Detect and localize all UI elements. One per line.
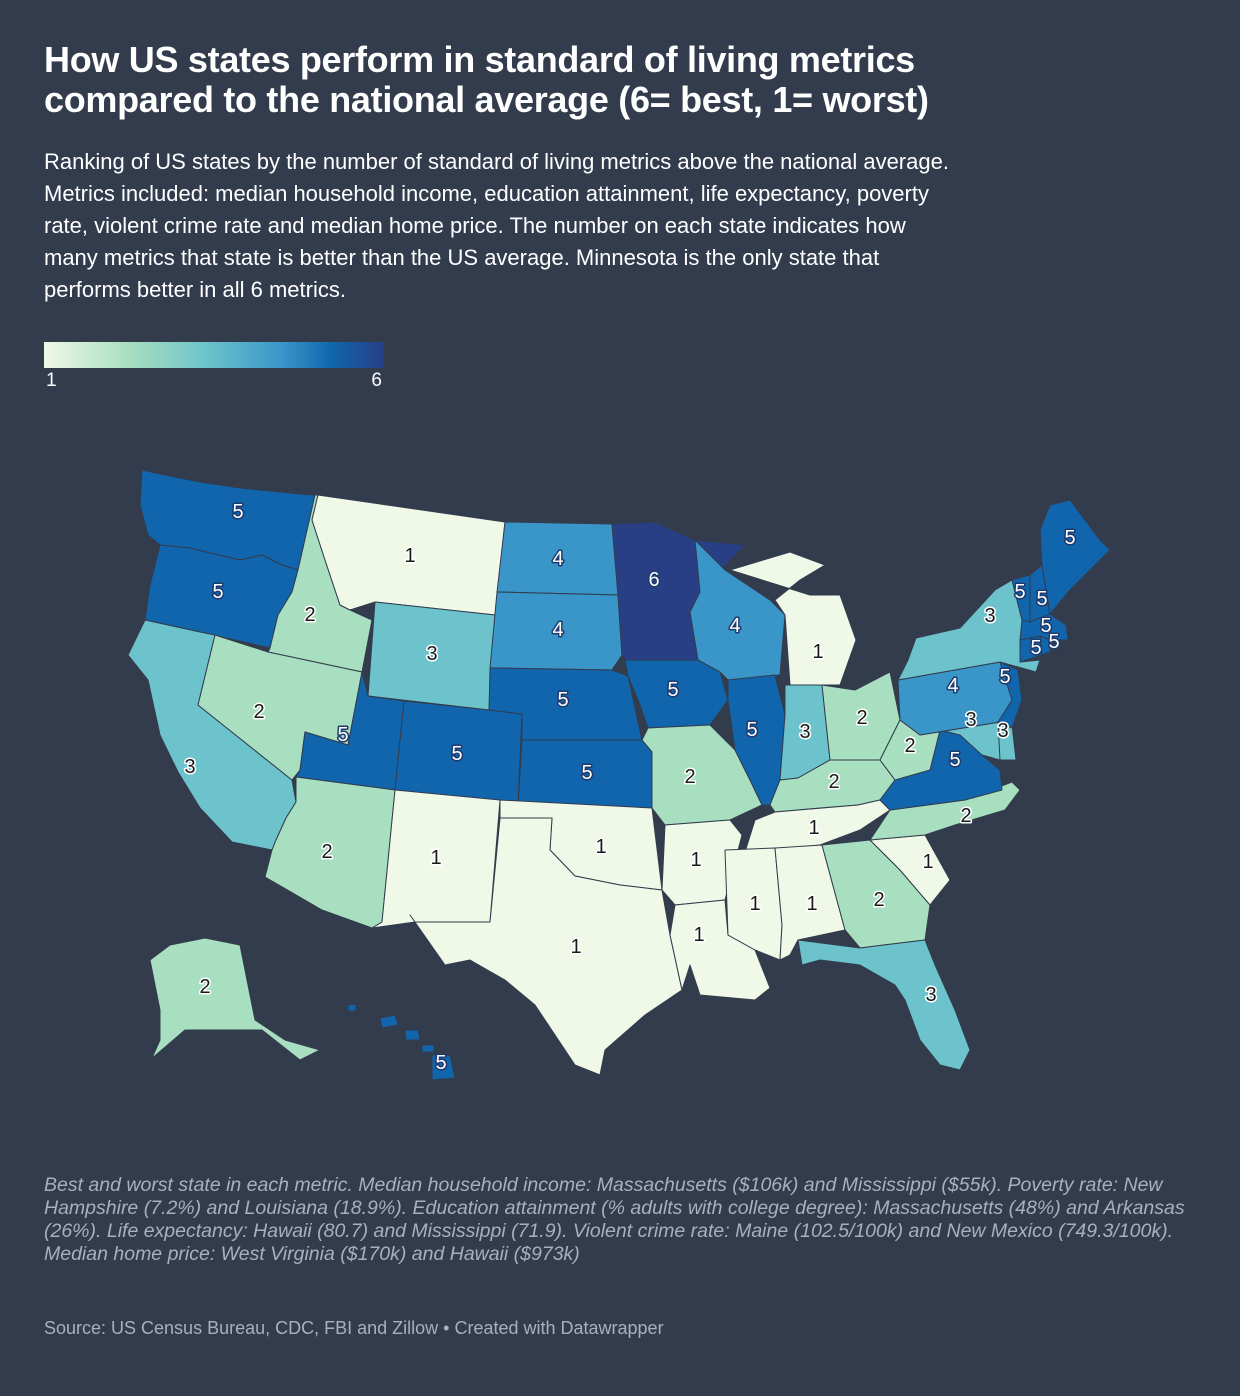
state-value-label-ak: 2 (199, 976, 210, 998)
state-value-label-ar: 1 (690, 849, 701, 871)
state-value-label-sc: 1 (922, 851, 933, 873)
state-value-label-nd: 4 (552, 548, 563, 570)
state-value-label-wv: 2 (904, 735, 915, 757)
state-value-label-sd: 4 (552, 619, 563, 641)
state-value-label-vt: 5 (1014, 581, 1025, 603)
state-hi[interactable] (379, 1014, 399, 1029)
state-value-label-pa: 4 (947, 675, 958, 697)
state-fl[interactable] (797, 939, 971, 1071)
state-value-label-az: 2 (321, 841, 332, 863)
state-value-label-la: 1 (693, 924, 704, 946)
state-value-label-ga: 2 (873, 889, 884, 911)
state-ak[interactable] (139, 937, 321, 1086)
state-value-label-ct: 5 (1030, 637, 1041, 659)
state-value-label-wa: 5 (232, 501, 243, 523)
state-value-label-in: 3 (799, 721, 810, 743)
state-value-label-va: 5 (949, 749, 960, 771)
state-co[interactable] (394, 700, 523, 806)
chart-title: How US states perform in standard of liv… (44, 39, 929, 120)
state-value-label-fl: 3 (925, 984, 936, 1006)
state-value-label-nm: 1 (430, 847, 441, 869)
state-value-label-ca: 3 (184, 756, 195, 778)
state-value-label-nc: 2 (960, 805, 971, 827)
state-value-label-mt: 1 (404, 545, 415, 567)
state-value-label-il: 5 (746, 719, 757, 741)
legend-max-label: 6 (371, 370, 382, 391)
state-value-label-hi: 5 (435, 1052, 446, 1074)
state-value-label-co: 5 (451, 743, 462, 765)
legend-gradient-bar (44, 342, 384, 368)
legend-min-label: 1 (46, 370, 57, 391)
state-value-label-id: 2 (304, 604, 315, 626)
state-value-label-mn: 6 (648, 569, 659, 591)
state-value-label-nv: 2 (253, 701, 264, 723)
state-value-label-ok: 1 (595, 836, 606, 858)
state-ny[interactable] (897, 579, 1041, 681)
state-value-label-or: 5 (212, 581, 223, 603)
state-value-label-md: 3 (965, 709, 976, 731)
color-legend: 1 6 (44, 342, 384, 392)
state-value-label-ky: 2 (828, 771, 839, 793)
state-hi-island-4[interactable] (431, 1054, 456, 1081)
state-value-label-ri: 5 (1048, 631, 1059, 653)
state-value-label-al: 1 (806, 893, 817, 915)
state-value-label-wy: 3 (426, 643, 437, 665)
state-me[interactable] (1039, 499, 1111, 615)
state-value-label-ne: 5 (557, 689, 568, 711)
state-value-label-tx: 1 (570, 936, 581, 958)
state-value-label-ny: 3 (984, 605, 995, 627)
state-value-label-mo: 2 (684, 766, 695, 788)
state-hi-island-1[interactable] (347, 1003, 357, 1012)
state-value-label-me: 5 (1064, 527, 1075, 549)
state-il[interactable] (727, 674, 786, 806)
state-tx[interactable] (409, 817, 683, 1076)
state-value-label-mi: 1 (812, 641, 823, 663)
state-value-label-tn: 1 (808, 817, 819, 839)
chart-subtitle: Ranking of US states by the number of st… (44, 149, 949, 302)
state-value-label-nh: 5 (1036, 588, 1047, 610)
state-la[interactable] (669, 899, 771, 1001)
source-credit: Source: US Census Bureau, CDC, FBI and Z… (44, 1318, 664, 1338)
state-hi-island-3[interactable] (421, 1044, 435, 1053)
state-value-label-ut: 5 (337, 724, 348, 746)
state-value-label-ia: 5 (667, 679, 678, 701)
state-nj[interactable] (997, 661, 1023, 729)
state-value-label-nj: 5 (999, 666, 1010, 688)
state-hi-island-2[interactable] (404, 1029, 421, 1041)
state-value-label-de: 3 (997, 720, 1008, 742)
state-value-label-oh: 2 (856, 707, 867, 729)
state-value-label-ks: 5 (581, 762, 592, 784)
state-mi[interactable] (729, 551, 857, 686)
metric-notes: Best and worst state in each metric. Med… (44, 1174, 1185, 1265)
state-value-label-ma: 5 (1040, 615, 1051, 637)
state-value-label-ms: 1 (749, 893, 760, 915)
state-sd[interactable] (489, 591, 623, 671)
state-tn[interactable] (744, 799, 891, 853)
state-value-label-wi: 4 (729, 615, 740, 637)
